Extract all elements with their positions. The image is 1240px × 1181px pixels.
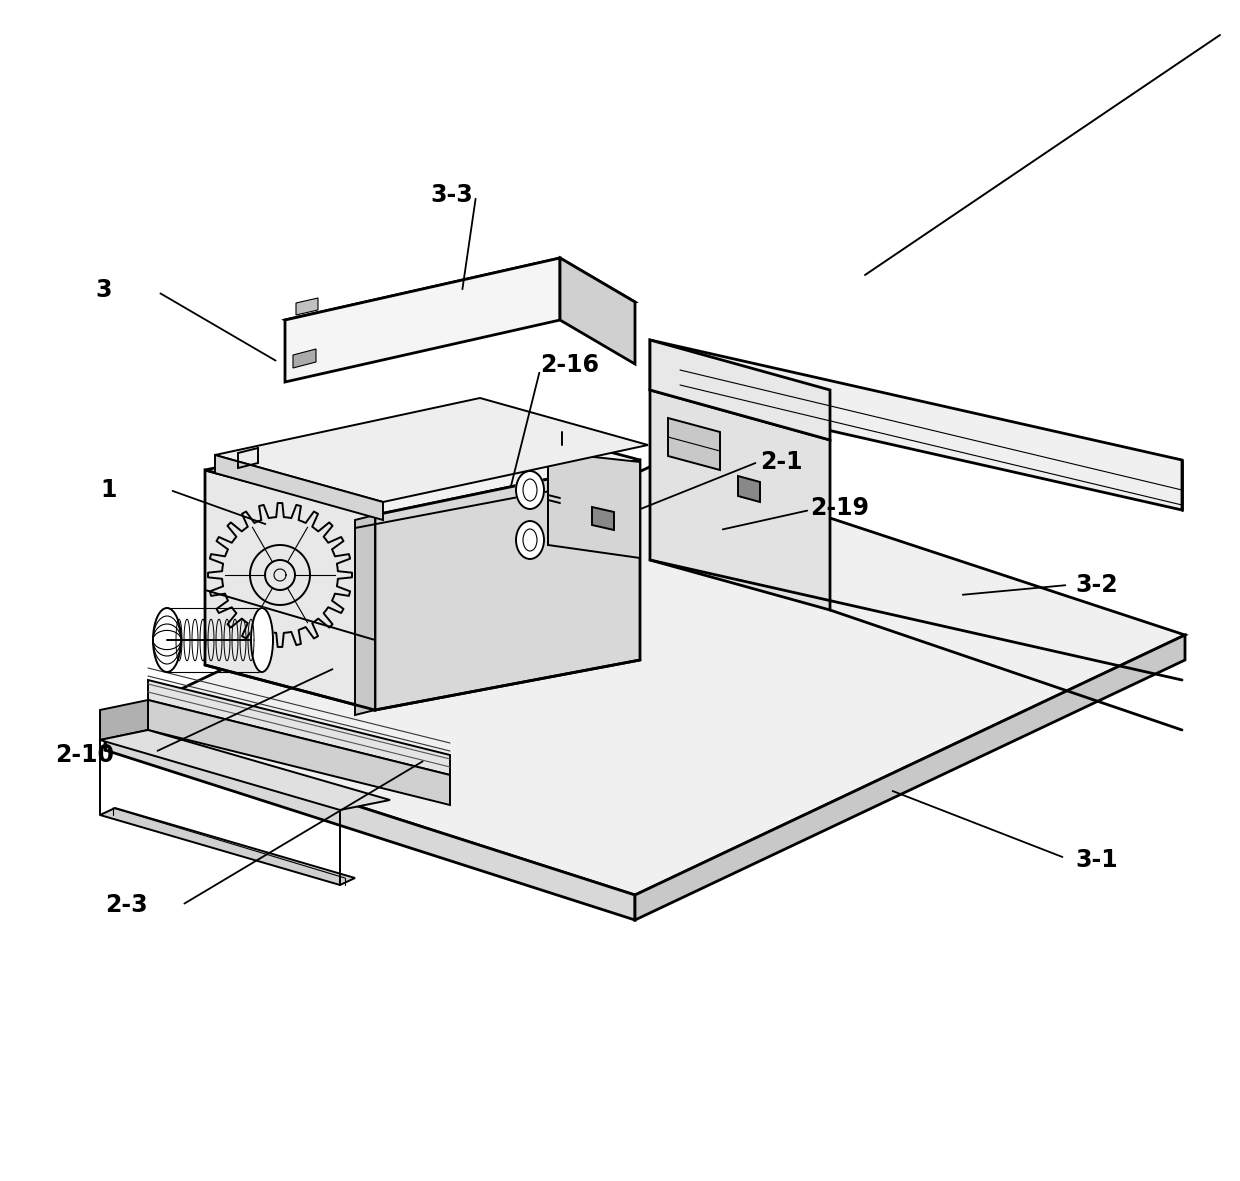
Polygon shape: [650, 340, 1182, 510]
Polygon shape: [205, 415, 640, 515]
Polygon shape: [293, 350, 316, 368]
Polygon shape: [100, 700, 148, 740]
Polygon shape: [215, 398, 649, 502]
Polygon shape: [560, 257, 635, 364]
Text: 2-16: 2-16: [539, 353, 599, 377]
Polygon shape: [650, 340, 830, 441]
Text: 2-10: 2-10: [55, 743, 114, 766]
Polygon shape: [635, 635, 1185, 920]
Polygon shape: [205, 470, 374, 710]
Polygon shape: [591, 507, 614, 530]
Text: 3-1: 3-1: [1075, 848, 1117, 872]
Polygon shape: [285, 257, 560, 381]
Text: 2-1: 2-1: [760, 450, 802, 474]
Ellipse shape: [516, 521, 544, 559]
Text: 1: 1: [100, 478, 117, 502]
Polygon shape: [548, 452, 640, 557]
Polygon shape: [668, 418, 720, 470]
Polygon shape: [100, 730, 391, 810]
Polygon shape: [738, 476, 760, 502]
Polygon shape: [105, 725, 635, 920]
Ellipse shape: [516, 471, 544, 509]
Text: 2-19: 2-19: [810, 496, 869, 520]
Polygon shape: [148, 680, 450, 775]
Ellipse shape: [250, 608, 273, 672]
Polygon shape: [355, 515, 374, 715]
Polygon shape: [215, 455, 383, 520]
Polygon shape: [105, 462, 1185, 895]
Polygon shape: [100, 808, 355, 885]
Text: 2-3: 2-3: [105, 893, 148, 916]
Polygon shape: [148, 700, 450, 805]
Polygon shape: [374, 461, 640, 710]
Polygon shape: [650, 390, 830, 611]
Text: 3-3: 3-3: [430, 183, 472, 207]
Text: 3-2: 3-2: [1075, 573, 1117, 598]
Polygon shape: [296, 298, 317, 315]
Text: 3: 3: [95, 278, 112, 302]
Polygon shape: [285, 257, 635, 364]
